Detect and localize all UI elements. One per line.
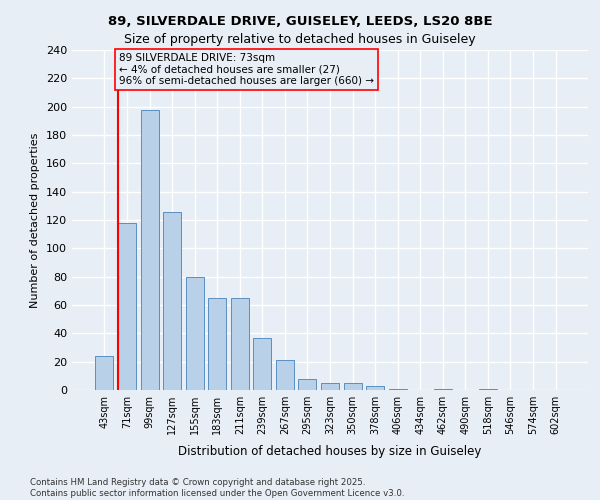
Bar [366,386,384,390]
Bar [185,276,204,390]
Bar [389,388,407,390]
Bar [479,388,497,390]
Bar [321,383,339,390]
Text: Size of property relative to detached houses in Guiseley: Size of property relative to detached ho… [124,32,476,46]
Bar [231,298,249,390]
Text: Contains HM Land Registry data © Crown copyright and database right 2025.
Contai: Contains HM Land Registry data © Crown c… [30,478,404,498]
Bar [434,388,452,390]
Bar [344,383,362,390]
Bar [95,356,113,390]
Bar [276,360,294,390]
Y-axis label: Number of detached properties: Number of detached properties [31,132,40,308]
Bar [140,110,158,390]
Bar [298,378,316,390]
Bar [253,338,271,390]
Text: 89, SILVERDALE DRIVE, GUISELEY, LEEDS, LS20 8BE: 89, SILVERDALE DRIVE, GUISELEY, LEEDS, L… [107,15,493,28]
X-axis label: Distribution of detached houses by size in Guiseley: Distribution of detached houses by size … [178,446,482,458]
Bar [118,223,136,390]
Bar [163,212,181,390]
Text: 89 SILVERDALE DRIVE: 73sqm
← 4% of detached houses are smaller (27)
96% of semi-: 89 SILVERDALE DRIVE: 73sqm ← 4% of detac… [119,53,374,86]
Bar [208,298,226,390]
